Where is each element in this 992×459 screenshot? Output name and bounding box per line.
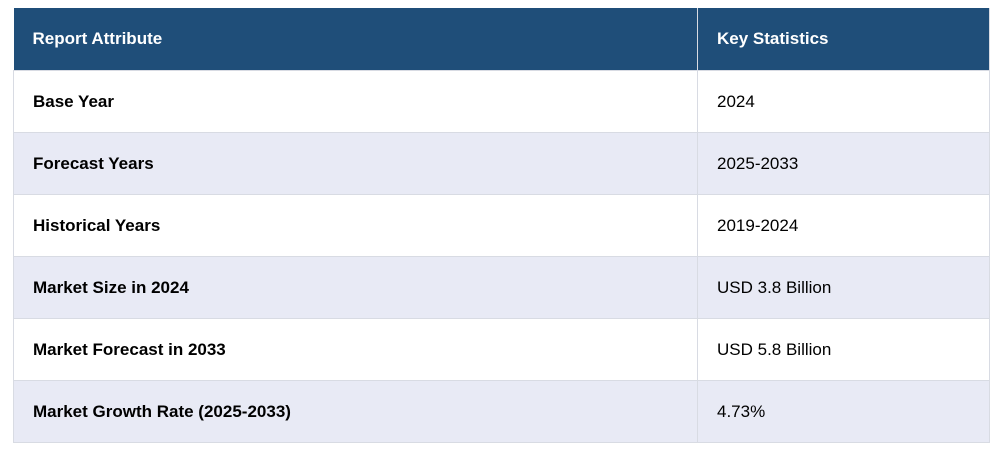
table-row: Market Size in 2024 USD 3.8 Billion [13, 256, 990, 319]
value-cell: 4.73% [697, 380, 990, 443]
value-cell: 2024 [697, 70, 990, 133]
attribute-cell: Market Size in 2024 [13, 256, 698, 319]
table-row: Market Forecast in 2033 USD 5.8 Billion [13, 318, 990, 381]
value-cell: 2019-2024 [697, 194, 990, 257]
table-row: Base Year 2024 [13, 70, 990, 133]
table-row: Market Growth Rate (2025-2033) 4.73% [13, 380, 990, 443]
attribute-cell: Market Growth Rate (2025-2033) [13, 380, 698, 443]
header-row: Report Attribute Key Statistics [13, 8, 990, 71]
table-row: Forecast Years 2025-2033 [13, 132, 990, 195]
value-cell: USD 3.8 Billion [697, 256, 990, 319]
table: Report Attribute Key Statistics Base Year… [13, 8, 990, 443]
attribute-cell: Market Forecast in 2033 [13, 318, 698, 381]
header-cell: Key Statistics [697, 8, 990, 71]
value-cell: 2025-2033 [697, 132, 990, 195]
table-body: Base Year 2024 Forecast Years 2025-2033 Hist… [13, 70, 990, 443]
attribute-cell: Historical Years [13, 194, 698, 257]
attribute-cell: Forecast Years [13, 132, 698, 195]
header-cell: Report Attribute [13, 8, 698, 71]
table-row: Historical Years 2019-2024 [13, 194, 990, 257]
value-cell: USD 5.8 Billion [697, 318, 990, 381]
attribute-cell: Base Year [13, 70, 698, 133]
